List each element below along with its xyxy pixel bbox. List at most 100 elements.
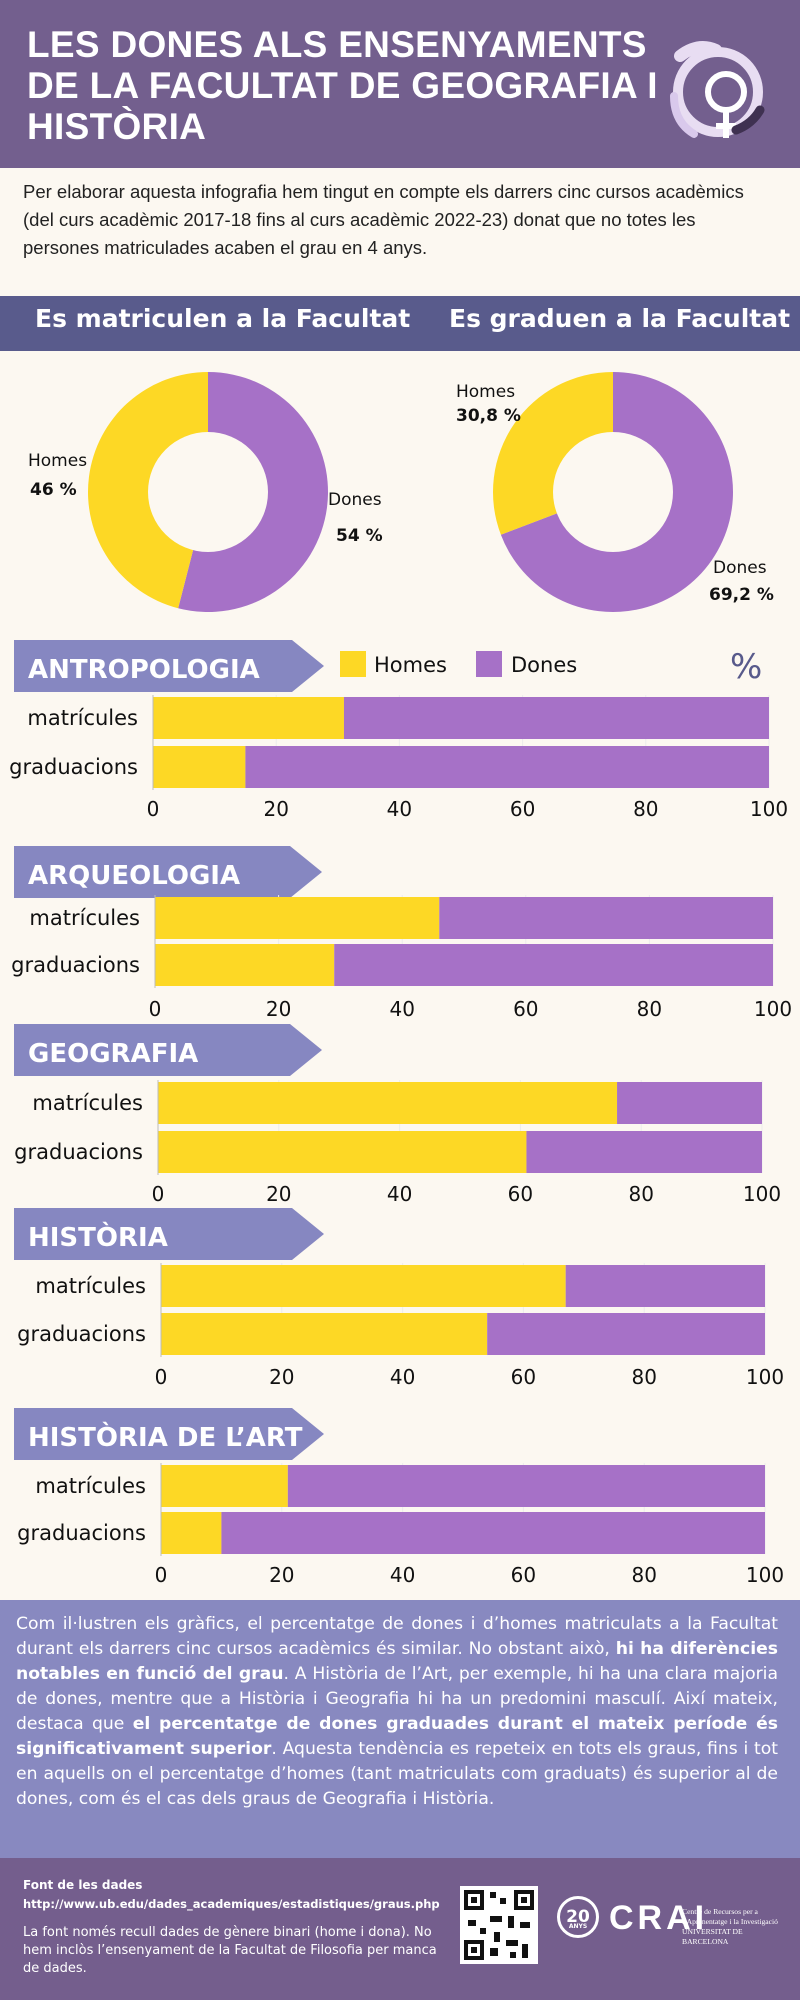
bar-chart-1-title: ARQUEOLOGIA [28, 861, 240, 891]
donut-0-value-homes: 46 % [30, 480, 77, 500]
bar-chart-3-tick-3: 60 [511, 1365, 536, 1389]
bar-chart-4-bar-homes-0 [161, 1465, 288, 1507]
bar-chart-3-bar-dones-0 [565, 1265, 765, 1307]
bar-chart-2-bar-dones-1 [526, 1131, 762, 1173]
bar-chart-0-bar-homes-1 [153, 746, 246, 788]
bar-chart-1-bar-dones-1 [334, 944, 773, 986]
donut-0-label-homes: Homes [28, 451, 87, 471]
bar-chart-2-tick-1: 20 [266, 1182, 291, 1206]
bar-chart-2-bar-homes-0 [158, 1082, 618, 1124]
section-band: Es matriculen a la Facultat Es graduen a… [0, 296, 800, 351]
bar-chart-0-category-0: matrícules [27, 706, 138, 730]
bar-chart-1-tick-0: 0 [149, 997, 162, 1021]
donut-0-slice-homes [87, 372, 208, 609]
summary-part-2: . A Història de l’Art, per exemple, hi h… [16, 1664, 778, 1734]
summary-text: Com il·lustren els gràfics, el percentat… [16, 1612, 778, 1812]
intro-text: Per elaborar aquesta infografia hem ting… [23, 181, 744, 258]
bar-chart-1-tick-3: 60 [513, 997, 538, 1021]
qr-code-icon[interactable] [460, 1886, 538, 1964]
crai-sub-3: UNIVERSITAT DE BARCELONA [682, 1927, 743, 1946]
bar-chart-4-tick-3: 60 [511, 1563, 536, 1587]
bar-chart-0-tick-2: 40 [387, 797, 412, 821]
summary-bold-1: hi ha diferències notables en funció del… [16, 1639, 778, 1684]
legend-homes-label: Homes [374, 653, 447, 677]
bar-chart-2-bar-dones-0 [617, 1082, 762, 1124]
bar-chart-1-category-0: matrícules [29, 906, 140, 930]
donut-0-label-dones: Dones [328, 490, 382, 510]
years-number: 20 [566, 1907, 590, 1927]
donut-1-label-homes: Homes [456, 382, 515, 402]
bar-chart-2-title: GEOGRAFIA [28, 1039, 198, 1069]
bar-chart-2-tick-0: 0 [152, 1182, 165, 1206]
summary-part-3: . Aquesta tendència es repeteix en tots … [16, 1739, 778, 1809]
crai-sub-2: l’Aprenentatge i la Investigació [682, 1917, 778, 1926]
summary-part-1: Com il·lustren els gràfics, el percentat… [16, 1614, 778, 1659]
bar-chart-3-tick-4: 80 [631, 1365, 656, 1389]
bar-chart-4-bar-homes-1 [161, 1512, 222, 1554]
source-url[interactable]: http://www.ub.edu/dades_academiques/esta… [23, 1897, 440, 1911]
legend-dones-label: Dones [511, 653, 577, 677]
bar-chart-0-tick-5: 100 [750, 797, 788, 821]
crai-logo: 20 ANYS CRAI Centre de Recursos per a l’Ap… [557, 1894, 782, 1960]
legend-homes-swatch [340, 651, 366, 677]
bar-chart-3-banner [14, 1208, 324, 1260]
graduated-title: Es graduen a la Facultat [449, 304, 791, 333]
bar-chart-3-bar-dones-1 [487, 1313, 765, 1355]
donut-1-value-homes: 30,8 % [456, 406, 521, 426]
bar-chart-4-banner [14, 1408, 324, 1460]
bar-chart-0-tick-4: 80 [633, 797, 658, 821]
bar-chart-4-tick-5: 100 [746, 1563, 784, 1587]
summary-bold-2: el percentatge de dones graduades durant… [16, 1714, 779, 1759]
female-symbols-circle-icon [670, 41, 765, 138]
bar-chart-0-tick-0: 0 [147, 797, 160, 821]
crai-sub-1: Centre de Recursos per a [682, 1907, 758, 1916]
bar-chart-0-bar-dones-0 [343, 697, 769, 739]
summary-box: Com il·lustren els gràfics, el percentat… [0, 1600, 800, 1858]
donut-0-hole [148, 432, 268, 552]
bar-chart-3-category-0: matrícules [35, 1274, 146, 1298]
legend-dones-swatch [476, 651, 502, 677]
crai-subtitle: Centre de Recursos per a l’Aprenentatge i… [682, 1907, 782, 1947]
bar-chart-2-tick-3: 60 [508, 1182, 533, 1206]
bar-chart-4-title: HISTÒRIA DE L’ART [28, 1421, 303, 1453]
bar-chart-2-tick-2: 40 [387, 1182, 412, 1206]
bar-chart-3-tick-1: 20 [269, 1365, 294, 1389]
bar-chart-4-category-1: graduacions [17, 1521, 146, 1545]
bar-chart-2-bar-homes-1 [158, 1131, 527, 1173]
bar-chart-1-banner [14, 846, 322, 898]
bar-chart-1-tick-2: 40 [389, 997, 414, 1021]
bar-chart-1-category-1: graduacions [11, 953, 140, 977]
bar-chart-0-bar-dones-1 [245, 746, 769, 788]
footer-note: La font només recull dades de gènere bin… [23, 1925, 437, 1976]
bar-chart-0-bar-homes-0 [153, 697, 344, 739]
bar-chart-2-tick-5: 100 [743, 1182, 781, 1206]
bar-chart-4-tick-1: 20 [269, 1563, 294, 1587]
donut-1-value-dones: 69,2 % [709, 585, 774, 605]
source-title: Font de les dades [23, 1878, 143, 1892]
bar-chart-3-title: HISTÒRIA [28, 1221, 168, 1253]
crai-wordmark: CRAI [609, 1899, 709, 1937]
header-banner: LES DONES ALS ENSENYAMENTS DE LA FACULTA… [0, 0, 800, 168]
bar-chart-1-bar-dones-0 [439, 897, 773, 939]
bar-chart-3-bar-homes-1 [161, 1313, 488, 1355]
bar-chart-1-tick-5: 100 [754, 997, 792, 1021]
bar-chart-2-banner [14, 1024, 322, 1076]
legend-percent-unit: % [730, 647, 762, 687]
page-title: LES DONES ALS ENSENYAMENTS DE LA FACULTA… [27, 24, 658, 147]
enrolled-title: Es matriculen a la Facultat [35, 304, 411, 333]
donut-0-value-dones: 54 % [336, 526, 383, 546]
charts-canvas: Homes 46 % Dones 54 % Homes 30,8 % Dones 69,2 %… [9, 372, 792, 1587]
bar-chart-3-tick-2: 40 [390, 1365, 415, 1389]
donut-1-label-dones: Dones [713, 558, 767, 578]
bar-chart-1-tick-4: 80 [637, 997, 662, 1021]
bar-chart-2-category-1: graduacions [14, 1140, 143, 1164]
bar-chart-3-category-1: graduacions [17, 1322, 146, 1346]
bar-chart-3-bar-homes-0 [161, 1265, 566, 1307]
bar-chart-1-tick-1: 20 [266, 997, 291, 1021]
years-label: ANYS [568, 1923, 588, 1930]
bar-chart-1-bar-homes-0 [155, 897, 440, 939]
bar-chart-4-tick-4: 80 [631, 1563, 656, 1587]
bar-chart-4-tick-0: 0 [155, 1563, 168, 1587]
donut-1-hole [553, 432, 673, 552]
bar-chart-2-tick-4: 80 [628, 1182, 653, 1206]
